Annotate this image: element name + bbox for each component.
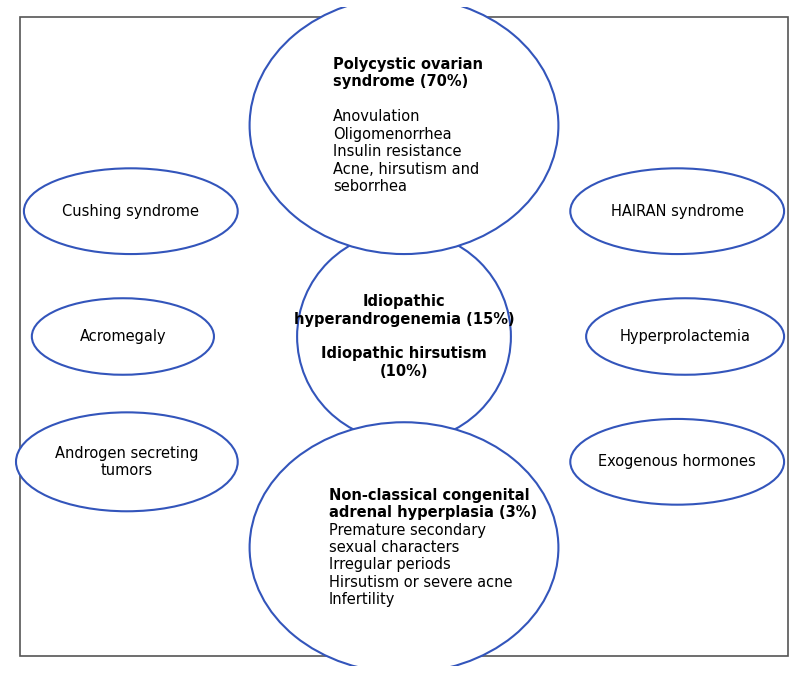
Text: HAIRAN syndrome: HAIRAN syndrome (611, 204, 743, 219)
Text: hyperandrogenemia (15%): hyperandrogenemia (15%) (293, 312, 515, 326)
Text: Anovulation: Anovulation (333, 109, 420, 125)
Text: Idiopathic: Idiopathic (363, 294, 445, 309)
Text: Premature secondary: Premature secondary (329, 523, 486, 538)
Text: seborrhea: seborrhea (333, 179, 406, 194)
Text: (10%): (10%) (380, 364, 428, 379)
Text: Non-classical congenital: Non-classical congenital (329, 488, 529, 503)
Text: syndrome (70%): syndrome (70%) (333, 74, 468, 90)
Text: Hyperprolactemia: Hyperprolactemia (620, 329, 751, 344)
Text: Acromegaly: Acromegaly (79, 329, 166, 344)
Text: Hirsutism or severe acne: Hirsutism or severe acne (329, 575, 512, 590)
Text: Cushing syndrome: Cushing syndrome (62, 204, 200, 219)
Ellipse shape (32, 298, 214, 375)
Ellipse shape (570, 419, 784, 505)
Text: sexual characters: sexual characters (329, 540, 459, 555)
Text: adrenal hyperplasia (3%): adrenal hyperplasia (3%) (329, 505, 537, 520)
Text: Insulin resistance: Insulin resistance (333, 144, 461, 159)
Text: Oligomenorrhea: Oligomenorrhea (333, 127, 452, 141)
Text: Polycystic ovarian: Polycystic ovarian (333, 57, 482, 72)
Text: Androgen secreting: Androgen secreting (55, 446, 199, 460)
Ellipse shape (250, 422, 558, 673)
Ellipse shape (250, 0, 558, 254)
Ellipse shape (297, 231, 511, 442)
Text: Acne, hirsutism and: Acne, hirsutism and (333, 162, 479, 176)
Text: Exogenous hormones: Exogenous hormones (598, 454, 756, 469)
Text: Irregular periods: Irregular periods (329, 557, 451, 573)
Ellipse shape (586, 298, 784, 375)
Ellipse shape (570, 168, 784, 254)
Ellipse shape (16, 413, 238, 511)
Text: Infertility: Infertility (329, 592, 395, 607)
Ellipse shape (24, 168, 238, 254)
Text: Idiopathic hirsutism: Idiopathic hirsutism (321, 347, 487, 361)
Text: tumors: tumors (101, 463, 153, 478)
